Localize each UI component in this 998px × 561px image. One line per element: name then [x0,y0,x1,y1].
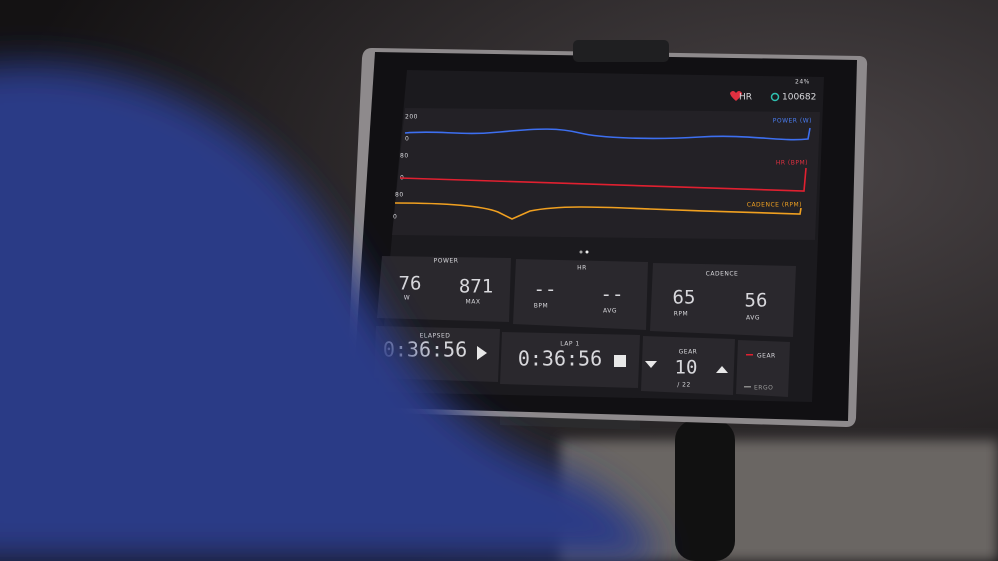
hr-avg: -- [601,284,624,306]
graph-label: HR (BPM) [776,160,808,167]
graph-max: 200 [405,114,418,121]
device-icon [770,92,780,102]
power-unit: W [404,295,410,302]
hr-avg-label: AVG [603,308,617,315]
power-line [404,127,811,141]
device-id: 100682 [782,93,816,103]
page-dot [579,250,583,254]
graph-label: CADENCE (RPM) [747,202,802,209]
power-max-label: MAX [466,299,481,306]
gear-down[interactable] [645,361,657,368]
graph-min: 0 [405,136,409,143]
hr-tile [513,259,648,330]
tile-title: POWER [434,258,459,265]
graph-label: POWER (W) [773,118,812,125]
heart-icon [730,91,742,101]
lap-time: 0:36:56 [518,347,602,371]
lap-tile [500,332,640,388]
hr-line [399,167,807,192]
mode-option[interactable]: GEAR [757,353,776,360]
graph-max: 80 [395,192,404,199]
cadence-line [394,202,802,220]
graph-panel [392,108,820,240]
power-max: 871 [459,276,493,298]
hr-value: -- [534,279,557,301]
gear-value: 10 [675,357,698,379]
cadence-avg: 56 [745,290,768,312]
gear-title: GEAR [679,349,698,356]
gear-total: / 22 [677,382,691,389]
cadence-avg-label: AVG [746,315,760,322]
battery: 24% [795,79,810,86]
gear-tile [641,336,735,395]
power-value: 76 [399,273,422,295]
mode-indicator [744,386,751,388]
graph-max: 80 [400,153,409,160]
hr-sensor: HR [739,93,752,103]
tile-title: HR [577,265,587,272]
stand [675,420,735,561]
cadence-tile [650,263,796,337]
power-tile [377,256,511,322]
page-dot [585,250,589,254]
mode-option[interactable]: ERGO [754,385,773,392]
graph-min: 0 [393,214,397,221]
lap-title: LAP 1 [560,341,579,348]
cadence-value: 65 [673,287,696,309]
clamp [573,40,669,62]
stop-button[interactable] [614,355,626,367]
cadence-unit: RPM [674,311,688,318]
play-button[interactable] [477,346,487,360]
tile-title: CADENCE [706,271,739,278]
elapsed-title: ELAPSED [420,333,451,340]
gear-up[interactable] [716,366,728,373]
mode-indicator [746,354,753,356]
foreground-blur [0,63,660,561]
hr-unit: BPM [534,303,548,310]
